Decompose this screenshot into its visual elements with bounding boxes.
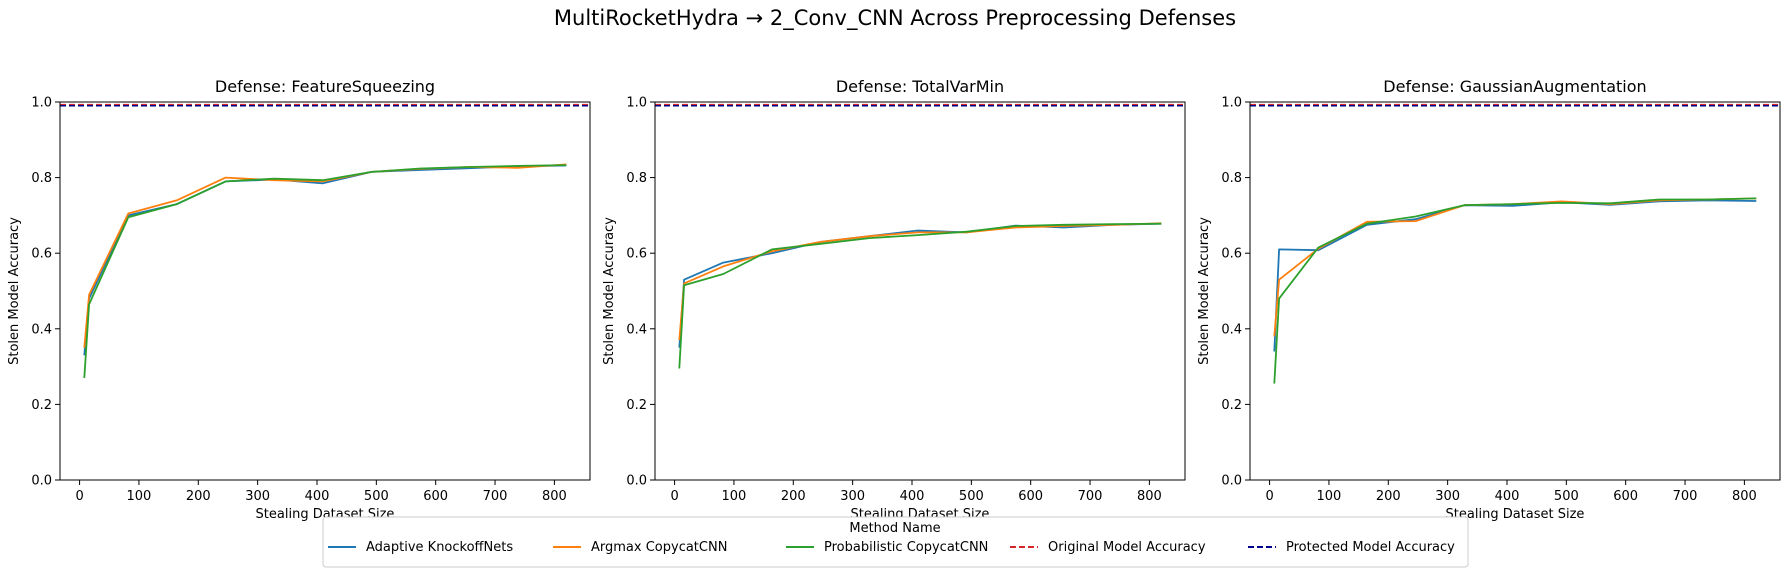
x-tick-label: 400	[305, 489, 330, 504]
chart-panel-3: Defense: GaussianAugmentation 0 100 200 300 4…	[1197, 77, 1781, 522]
x-axis-label: Stealing Dataset Size	[1446, 507, 1585, 522]
x-tick-label: 800	[1732, 489, 1757, 504]
figure-title: MultiRocketHydra → 2_Conv_CNN Across Pre…	[554, 6, 1236, 31]
series-line	[678, 222, 1162, 369]
y-tick-label: 1.0	[626, 96, 647, 111]
y-axis-label: Stolen Model Accuracy	[602, 217, 617, 365]
x-tick-label: 600	[423, 489, 448, 504]
series-line	[83, 164, 567, 378]
x-tick-label: 100	[722, 489, 747, 504]
y-tick-label: 0.0	[626, 474, 647, 489]
x-tick-label: 400	[1495, 489, 1520, 504]
legend-item: Probabilistic CopycatCNN	[786, 540, 988, 555]
x-tick-label: 500	[959, 489, 984, 504]
chart-panels: Defense: FeatureSqueezing 0 100 200 300 400 50…	[7, 77, 1781, 522]
plot-frame	[59, 101, 591, 481]
chart-panel-1: Defense: FeatureSqueezing 0 100 200 300 400 50…	[7, 77, 591, 522]
x-tick-label: 600	[1613, 489, 1638, 504]
x-tick-label: 800	[542, 489, 567, 504]
legend-label: Probabilistic CopycatCNN	[824, 540, 988, 555]
legend-item: Adaptive KnockoffNets	[328, 540, 513, 555]
y-tick-label: 0.6	[626, 247, 647, 262]
legend-label: Original Model Accuracy	[1048, 540, 1206, 555]
series-line	[1273, 197, 1757, 384]
x-tick-label: 0	[670, 489, 678, 504]
x-tick-label: 300	[840, 489, 865, 504]
y-tick-label: 0.0	[1221, 474, 1242, 489]
x-tick-label: 200	[781, 489, 806, 504]
series-line	[83, 163, 567, 348]
x-tick-label: 500	[1554, 489, 1579, 504]
series-line	[1273, 199, 1757, 352]
x-tick-label: 300	[245, 489, 270, 504]
legend-item: Argmax CopycatCNN	[553, 540, 727, 555]
panel-title: Defense: FeatureSqueezing	[215, 77, 435, 96]
panel-title: Defense: GaussianAugmentation	[1383, 77, 1646, 96]
x-tick-label: 100	[1317, 489, 1342, 504]
y-tick-label: 0.4	[1221, 322, 1242, 337]
x-tick-label: 200	[186, 489, 211, 504]
x-tick-label: 700	[483, 489, 508, 504]
series-line	[83, 164, 567, 356]
y-axis-label: Stolen Model Accuracy	[1197, 217, 1212, 365]
plot-frame	[654, 101, 1186, 481]
chart-panel-2: Defense: TotalVarMin 0 100 200 300 400 500 600 7…	[602, 77, 1186, 522]
x-tick-label: 0	[75, 489, 83, 504]
x-tick-label: 100	[127, 489, 152, 504]
y-tick-label: 1.0	[31, 96, 52, 111]
x-tick-label: 700	[1078, 489, 1103, 504]
y-tick-label: 0.8	[31, 171, 52, 186]
x-tick-label: 300	[1435, 489, 1460, 504]
legend-label: Protected Model Accuracy	[1286, 540, 1455, 555]
x-tick-label: 600	[1018, 489, 1043, 504]
plot-frame	[1249, 101, 1781, 481]
y-tick-label: 0.8	[626, 171, 647, 186]
y-axis-label: Stolen Model Accuracy	[7, 217, 22, 365]
series-line	[678, 222, 1162, 348]
series-line	[1273, 197, 1757, 337]
legend-item: Original Model Accuracy	[1010, 540, 1206, 555]
x-tick-label: 800	[1137, 489, 1162, 504]
legend-label: Adaptive KnockoffNets	[366, 540, 513, 555]
y-tick-label: 0.2	[626, 398, 647, 413]
x-tick-label: 200	[1376, 489, 1401, 504]
x-tick-label: 500	[364, 489, 389, 504]
y-tick-label: 0.8	[1221, 171, 1242, 186]
x-tick-label: 0	[1265, 489, 1273, 504]
legend: Method Name Adaptive KnockoffNets Argmax …	[322, 516, 1469, 568]
series-line	[678, 222, 1162, 341]
legend-title: Method Name	[849, 521, 940, 536]
x-tick-label: 700	[1673, 489, 1698, 504]
panel-title: Defense: TotalVarMin	[836, 77, 1004, 96]
y-tick-label: 0.4	[31, 322, 52, 337]
y-tick-label: 0.2	[1221, 398, 1242, 413]
y-tick-label: 0.2	[31, 398, 52, 413]
y-tick-label: 0.6	[1221, 247, 1242, 262]
legend-item: Protected Model Accuracy	[1248, 540, 1455, 555]
legend-label: Argmax CopycatCNN	[591, 540, 727, 555]
y-tick-label: 1.0	[1221, 96, 1242, 111]
y-tick-label: 0.6	[31, 247, 52, 262]
legend-frame	[322, 516, 1469, 568]
x-tick-label: 400	[900, 489, 925, 504]
y-tick-label: 0.4	[626, 322, 647, 337]
y-tick-label: 0.0	[31, 474, 52, 489]
